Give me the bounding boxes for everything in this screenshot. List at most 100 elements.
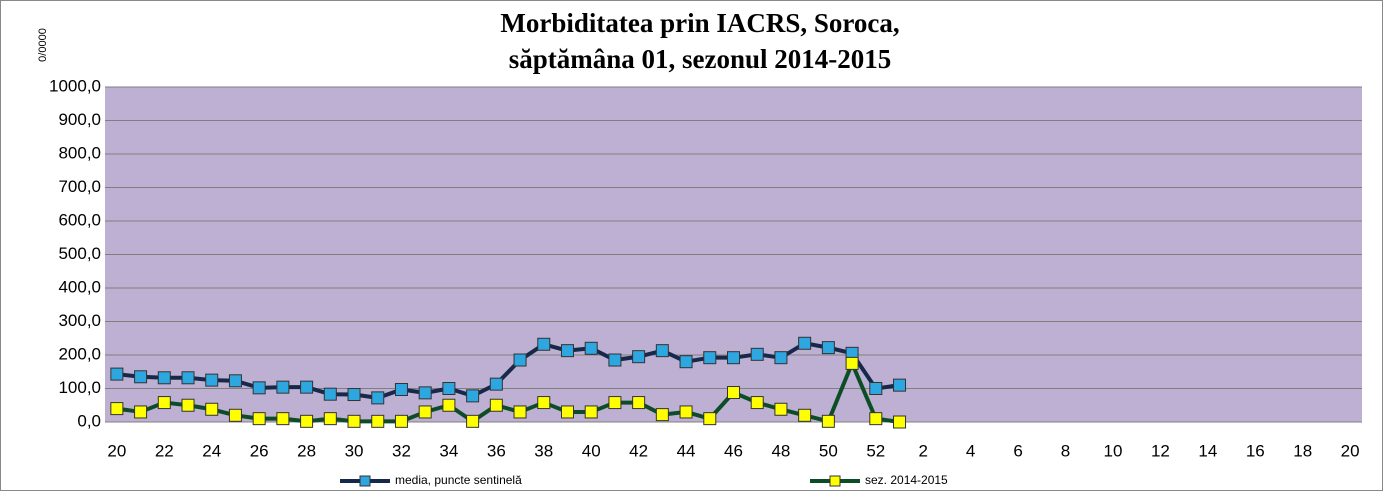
data-point — [655, 344, 669, 358]
data-point — [300, 414, 314, 428]
data-point — [703, 412, 717, 426]
data-point — [584, 341, 598, 355]
y-tick-label: 400,0 — [58, 277, 101, 296]
y-tick-label: 100,0 — [58, 378, 101, 397]
data-point — [205, 402, 219, 416]
x-tick-label: 34 — [439, 441, 458, 460]
data-point — [466, 414, 480, 428]
x-tick-label: 48 — [771, 441, 790, 460]
data-point — [774, 351, 788, 365]
data-point — [869, 382, 883, 395]
x-tick-label: 50 — [819, 441, 838, 460]
data-point — [134, 370, 148, 384]
data-point — [513, 353, 527, 367]
data-point — [157, 371, 171, 385]
data-point — [537, 337, 551, 351]
data-point — [252, 381, 266, 395]
y-tick-label: 300,0 — [58, 311, 101, 330]
data-point — [584, 405, 598, 419]
x-tick-label: 40 — [582, 441, 601, 460]
y-axis-label: 0/0000 — [37, 28, 49, 62]
data-point — [821, 414, 835, 428]
data-point — [276, 412, 290, 426]
data-point — [798, 408, 812, 422]
x-tick-label: 24 — [202, 441, 221, 460]
data-point — [560, 344, 574, 358]
y-tick-label: 0,0 — [77, 411, 101, 430]
data-point — [608, 353, 622, 367]
x-tick-label: 42 — [629, 441, 648, 460]
data-point — [347, 414, 361, 428]
data-point — [679, 405, 693, 419]
data-point — [489, 398, 503, 412]
data-point — [110, 367, 124, 381]
data-point — [679, 355, 693, 369]
x-tick-label: 12 — [1151, 441, 1170, 460]
data-point — [181, 371, 195, 385]
y-tick-label: 500,0 — [58, 244, 101, 263]
data-point — [228, 408, 242, 422]
data-point — [418, 405, 432, 419]
x-tick-label: 6 — [1013, 441, 1022, 460]
x-tick-label: 2 — [919, 441, 928, 460]
data-point — [134, 405, 148, 419]
x-tick-label: 26 — [250, 441, 269, 460]
data-point — [442, 398, 456, 412]
legend-label: media, puncte sentinelă — [395, 473, 522, 487]
data-point — [750, 347, 764, 361]
x-tick-label: 14 — [1198, 441, 1217, 460]
data-point — [774, 402, 788, 416]
data-point — [703, 351, 717, 365]
x-tick-label: 32 — [392, 441, 411, 460]
data-point — [632, 396, 646, 410]
data-point — [442, 382, 456, 395]
x-tick-label: 52 — [866, 441, 885, 460]
data-point — [821, 341, 835, 355]
x-tick-label: 28 — [297, 441, 316, 460]
data-point — [513, 405, 527, 419]
legend-marker — [829, 475, 841, 487]
data-point — [371, 414, 385, 428]
data-point — [560, 405, 574, 419]
data-point — [371, 391, 385, 405]
data-point — [394, 383, 408, 397]
x-tick-label: 18 — [1293, 441, 1312, 460]
data-point — [418, 386, 432, 400]
data-point — [252, 412, 266, 426]
data-point — [537, 396, 551, 410]
data-point — [157, 396, 171, 410]
legend-label: sez. 2014-2015 — [865, 473, 948, 487]
x-tick-label: 30 — [345, 441, 364, 460]
x-tick-label: 4 — [966, 441, 975, 460]
data-point — [276, 380, 290, 394]
data-point — [632, 350, 646, 364]
data-point — [798, 336, 812, 350]
y-tick-label: 200,0 — [58, 344, 101, 363]
data-point — [727, 386, 740, 400]
y-tick-label: 600,0 — [58, 210, 101, 229]
data-point — [110, 402, 124, 416]
data-point — [205, 373, 219, 387]
data-point — [869, 412, 883, 426]
data-point — [466, 389, 480, 403]
data-point — [181, 398, 195, 412]
data-point — [394, 414, 408, 428]
y-tick-label: 700,0 — [58, 177, 101, 196]
data-point — [893, 415, 907, 429]
chart-title: săptămâna 01, sezonul 2014-2015 — [509, 44, 892, 74]
x-tick-label: 44 — [677, 441, 696, 460]
x-tick-label: 46 — [724, 441, 743, 460]
data-point — [845, 356, 859, 370]
data-point — [727, 351, 740, 365]
legend-marker — [359, 475, 371, 487]
data-point — [608, 396, 622, 410]
x-tick-label: 22 — [155, 441, 174, 460]
data-point — [300, 380, 314, 394]
data-point — [489, 377, 503, 391]
chart-title: Morbiditatea prin IACRS, Soroca, — [500, 8, 899, 38]
data-point — [655, 408, 669, 422]
data-point — [323, 387, 337, 401]
series-line — [116, 361, 900, 424]
x-tick-label: 38 — [534, 441, 553, 460]
